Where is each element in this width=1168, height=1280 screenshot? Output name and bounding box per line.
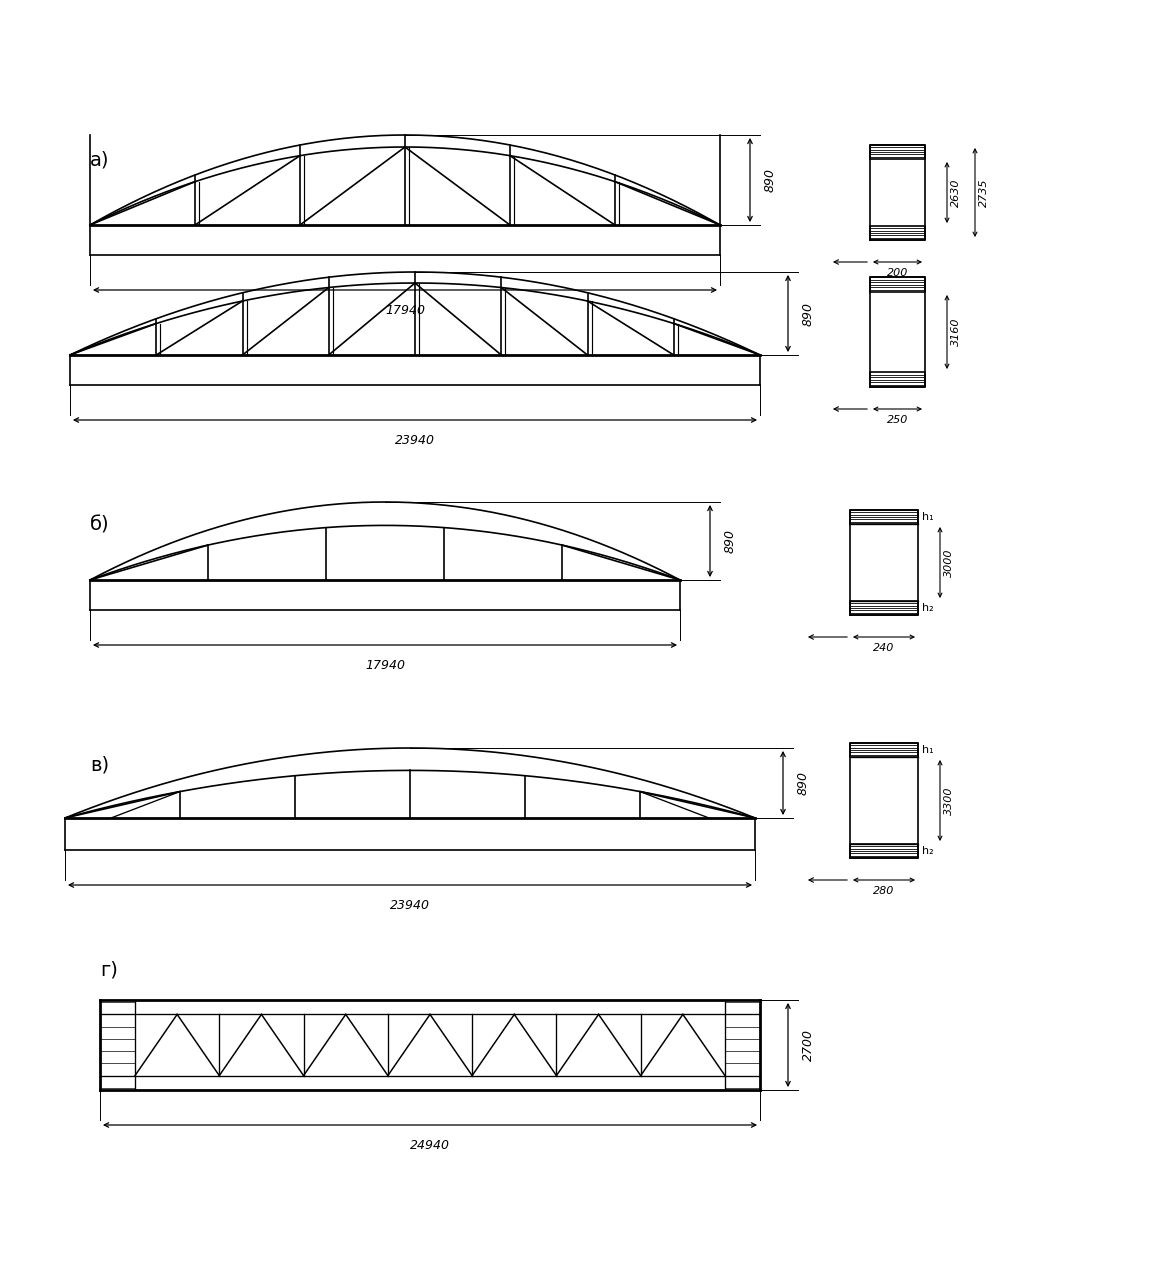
- Text: 2630: 2630: [951, 178, 961, 207]
- Text: 240: 240: [874, 643, 895, 653]
- Text: 23940: 23940: [390, 899, 430, 913]
- Text: h₂: h₂: [922, 846, 933, 856]
- Text: б): б): [90, 515, 110, 534]
- Text: в): в): [90, 755, 109, 774]
- Text: 200: 200: [887, 268, 909, 278]
- Text: h₁: h₁: [922, 512, 933, 522]
- Text: 17940: 17940: [385, 305, 425, 317]
- Text: г): г): [100, 960, 118, 979]
- Text: 17940: 17940: [364, 659, 405, 672]
- Text: 250: 250: [887, 415, 909, 425]
- Text: h₁: h₁: [922, 745, 933, 755]
- Text: h₂: h₂: [922, 603, 933, 613]
- Text: 2735: 2735: [979, 178, 989, 207]
- Text: 890: 890: [724, 529, 737, 553]
- Text: а): а): [90, 150, 110, 169]
- Text: 3300: 3300: [944, 786, 954, 815]
- Text: 23940: 23940: [395, 434, 434, 447]
- Text: 280: 280: [874, 886, 895, 896]
- Text: 3000: 3000: [944, 548, 954, 577]
- Text: 24940: 24940: [410, 1139, 450, 1152]
- Text: 890: 890: [797, 771, 809, 795]
- Text: 890: 890: [802, 302, 815, 325]
- Text: 890: 890: [764, 168, 777, 192]
- Text: 2700: 2700: [802, 1029, 815, 1061]
- Text: 3160: 3160: [951, 317, 961, 347]
